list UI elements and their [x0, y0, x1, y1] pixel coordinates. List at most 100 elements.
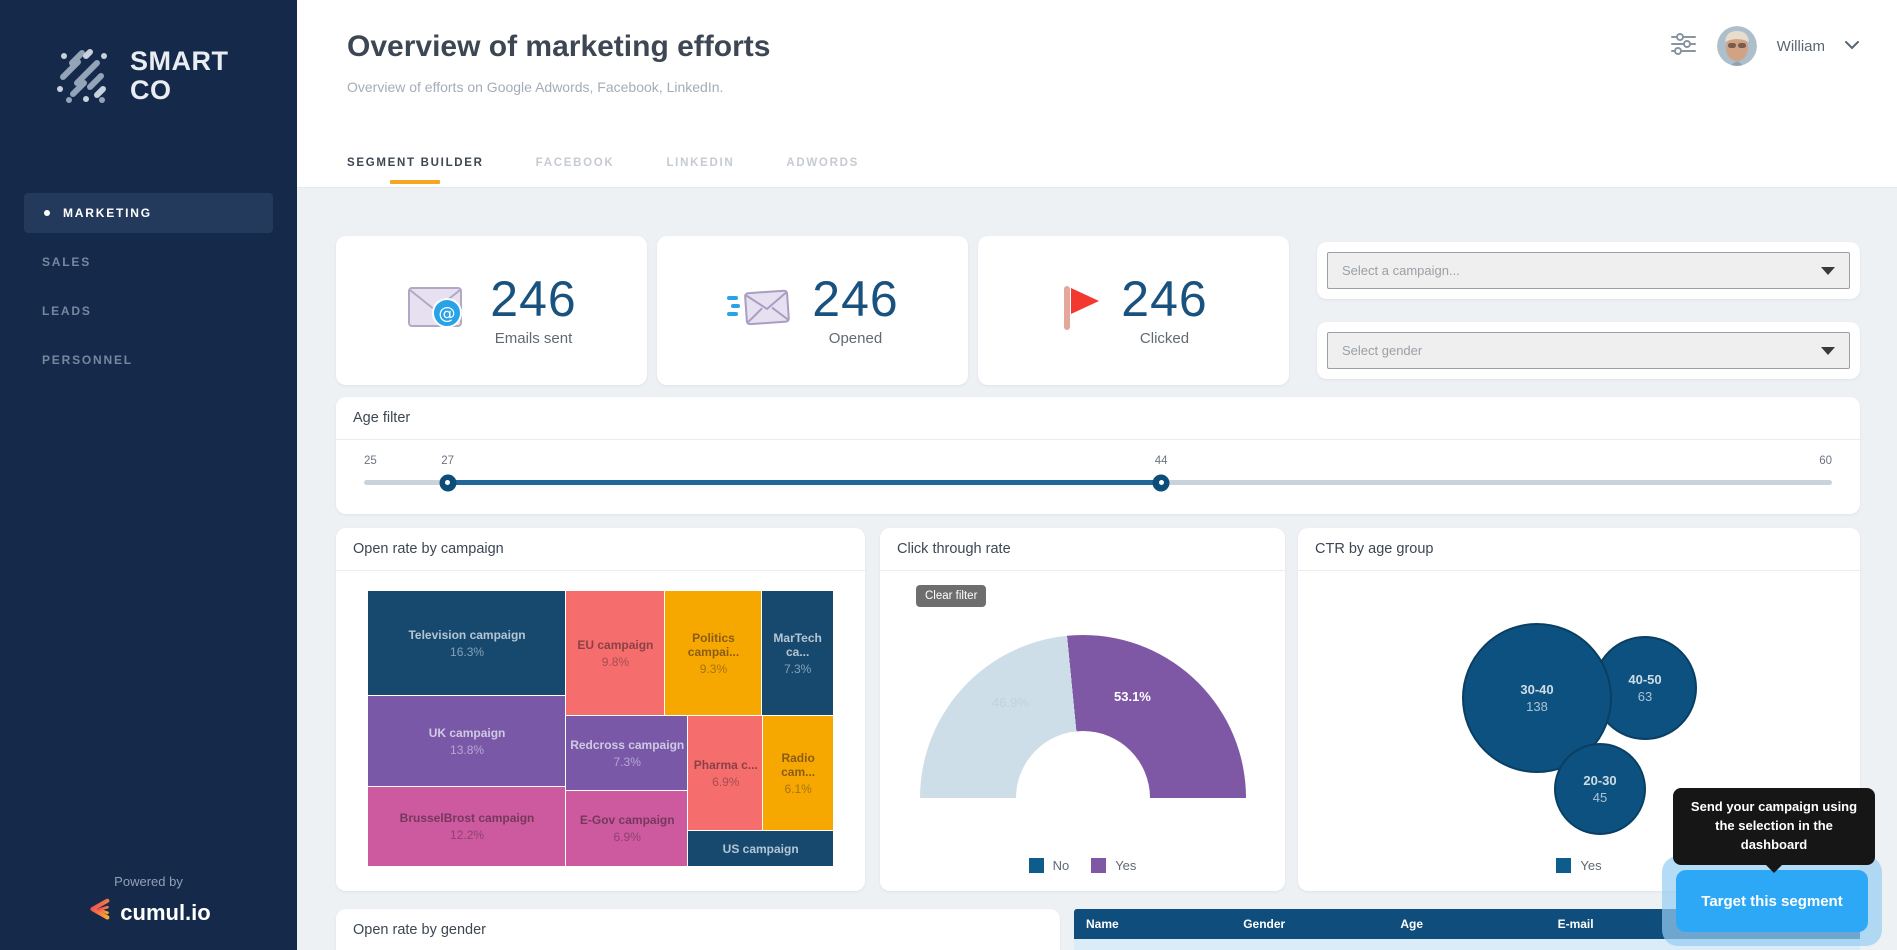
powered-by-label: Powered by — [114, 874, 183, 889]
open-rate-by-gender-panel: Open rate by gender — [336, 909, 1060, 950]
panel-title: Open rate by gender — [336, 909, 1060, 950]
treemap-cell-uk[interactable]: UK campaign 13.8% — [368, 696, 567, 788]
smartco-logo-icon — [52, 42, 114, 109]
kpi-label: Clicked — [1139, 330, 1190, 347]
campaign-select-placeholder: Select a campaign... — [1342, 263, 1460, 278]
page-subtitle: Overview of efforts on Google Adwords, F… — [347, 79, 724, 95]
treemap-cell-eu[interactable]: EU campaign 9.8% — [566, 591, 665, 717]
campaign-select[interactable]: Select a campaign... — [1327, 252, 1850, 289]
campaign-filter-card: Select a campaign... — [1317, 242, 1860, 299]
age-slider-handle-min[interactable] — [439, 474, 457, 491]
cta-button-halo: Target this segment — [1662, 856, 1882, 946]
kpi-card-opened: 246 Opened — [657, 236, 968, 385]
cumulio-logo-icon — [86, 897, 112, 928]
sidebar-item-label: LEADS — [42, 304, 92, 318]
caret-down-icon — [1821, 346, 1835, 355]
sidebar-item-marketing[interactable]: MARKETING — [24, 193, 273, 233]
filter-sliders-icon[interactable] — [1670, 32, 1697, 61]
age-min-label: 25 — [364, 455, 377, 467]
panel-title: Open rate by campaign — [336, 528, 865, 571]
age-slider-range — [447, 480, 1162, 485]
kpi-value: 246 — [812, 271, 899, 327]
column-header-email[interactable]: E-mail — [1557, 917, 1594, 931]
legend-swatch-yes — [1091, 858, 1107, 873]
user-name[interactable]: William — [1776, 37, 1825, 55]
tab-facebook[interactable]: FACEBOOK — [535, 157, 615, 169]
sidebar-item-label: SALES — [42, 255, 92, 269]
flag-icon — [1059, 280, 1101, 341]
gauge-chart[interactable]: 46.9% 53.1% — [920, 635, 1246, 798]
kpi-value: 246 — [1121, 271, 1208, 327]
table-row — [1074, 939, 1860, 950]
bubble-20-30[interactable]: 20-30 45 — [1554, 743, 1646, 835]
user-avatar[interactable] — [1716, 26, 1757, 66]
gender-filter-card: Select gender — [1317, 322, 1860, 379]
email-at-icon: @ — [406, 283, 470, 338]
target-segment-button[interactable]: Target this segment — [1676, 870, 1868, 932]
age-to-label: 44 — [1154, 455, 1168, 467]
clear-filter-button[interactable]: Clear filter — [916, 585, 987, 607]
sidebar-item-sales[interactable]: SALES — [0, 242, 297, 282]
age-slider-track[interactable] — [364, 474, 1832, 491]
svg-text:@: @ — [439, 304, 456, 324]
kpi-label: Emails sent — [494, 330, 573, 347]
age-filter-title: Age filter — [336, 397, 1860, 440]
gender-select-placeholder: Select gender — [1342, 343, 1423, 358]
treemap-cell-us[interactable]: US campaign — [688, 831, 833, 866]
chevron-down-icon[interactable] — [1845, 37, 1859, 55]
treemap-cell-politics[interactable]: Politics campai... 9.3% — [664, 591, 763, 717]
treemap-cell-radio[interactable]: Radio cam... 6.1% — [763, 716, 833, 832]
dashboard-content: @ 246 Emails sent — [297, 188, 1897, 950]
legend-item-yes[interactable]: Yes — [1091, 858, 1136, 873]
brand: SMART CO — [0, 0, 297, 109]
kpi-card-clicked: 246 Clicked — [978, 236, 1289, 385]
brand-name: SMART CO — [130, 46, 229, 105]
treemap-cell-martech[interactable]: MarTech ca... 7.3% — [762, 591, 833, 717]
sidebar-footer: Powered by cumul.io — [0, 874, 297, 950]
sidebar: SMART CO MARKETING SALES LEADS PERSONNEL… — [0, 0, 297, 950]
click-through-rate-panel: Click through rate Clear filter 46.9% 53… — [880, 528, 1285, 891]
page-title: Overview of marketing efforts — [347, 30, 771, 63]
legend-item-no[interactable]: No — [1028, 858, 1069, 873]
treemap-cell-pharma[interactable]: Pharma c... 6.9% — [688, 716, 764, 832]
legend-swatch-no — [1028, 858, 1044, 873]
tab-adwords[interactable]: ADWORDS — [786, 157, 859, 169]
cta-tooltip: Send your campaign using the selection i… — [1673, 788, 1875, 865]
sidebar-item-label: PERSONNEL — [42, 353, 133, 367]
tab-linkedin[interactable]: LINKEDIN — [666, 157, 735, 169]
gauge-no-value: 46.9% — [992, 695, 1029, 710]
age-filter-card: Age filter 25 27 44 60 — [336, 397, 1860, 514]
cumulio-brand-label[interactable]: cumul.io — [120, 899, 211, 925]
column-header-gender[interactable]: Gender — [1243, 917, 1286, 931]
treemap-chart: Television campaign 16.3% UK campaign 13… — [368, 591, 833, 866]
email-open-icon — [726, 284, 792, 337]
active-dot-icon — [44, 210, 50, 216]
legend-item-yes[interactable]: Yes — [1556, 858, 1602, 873]
panel-title: CTR by age group — [1298, 528, 1860, 571]
kpi-value: 246 — [490, 271, 577, 327]
gender-select[interactable]: Select gender — [1327, 332, 1850, 369]
kpi-card-emails-sent: @ 246 Emails sent — [336, 236, 647, 385]
age-max-label: 60 — [1819, 455, 1832, 467]
tab-segment-builder[interactable]: SEGMENT BUILDER — [347, 157, 484, 187]
gauge-yes-value: 53.1% — [1114, 689, 1151, 704]
sidebar-nav: MARKETING SALES LEADS PERSONNEL — [0, 193, 297, 380]
treemap-cell-redcross[interactable]: Redcross campaign 7.3% — [566, 716, 689, 792]
caret-down-icon — [1821, 266, 1835, 275]
panel-title: Click through rate — [880, 528, 1285, 571]
treemap-cell-egov[interactable]: E-Gov campaign 6.9% — [566, 791, 689, 866]
legend-swatch-yes — [1556, 858, 1572, 873]
treemap-cell-television[interactable]: Television campaign 16.3% — [368, 591, 567, 697]
open-rate-by-campaign-panel: Open rate by campaign Television campaig… — [336, 528, 865, 891]
sidebar-item-label: MARKETING — [63, 206, 152, 220]
sidebar-item-personnel[interactable]: PERSONNEL — [0, 340, 297, 380]
age-from-label: 27 — [441, 455, 455, 467]
tab-bar: SEGMENT BUILDER FACEBOOK LINKEDIN ADWORD… — [347, 157, 859, 187]
kpi-label: Opened — [828, 330, 883, 347]
sidebar-item-leads[interactable]: LEADS — [0, 291, 297, 331]
page-header: Overview of marketing efforts Overview o… — [297, 0, 1897, 188]
column-header-age[interactable]: Age — [1400, 917, 1424, 931]
treemap-cell-brusselbrost[interactable]: BrusselBrost campaign 12.2% — [368, 787, 567, 866]
column-header-name[interactable]: Name — [1086, 917, 1119, 931]
age-slider-handle-max[interactable] — [1152, 474, 1170, 491]
